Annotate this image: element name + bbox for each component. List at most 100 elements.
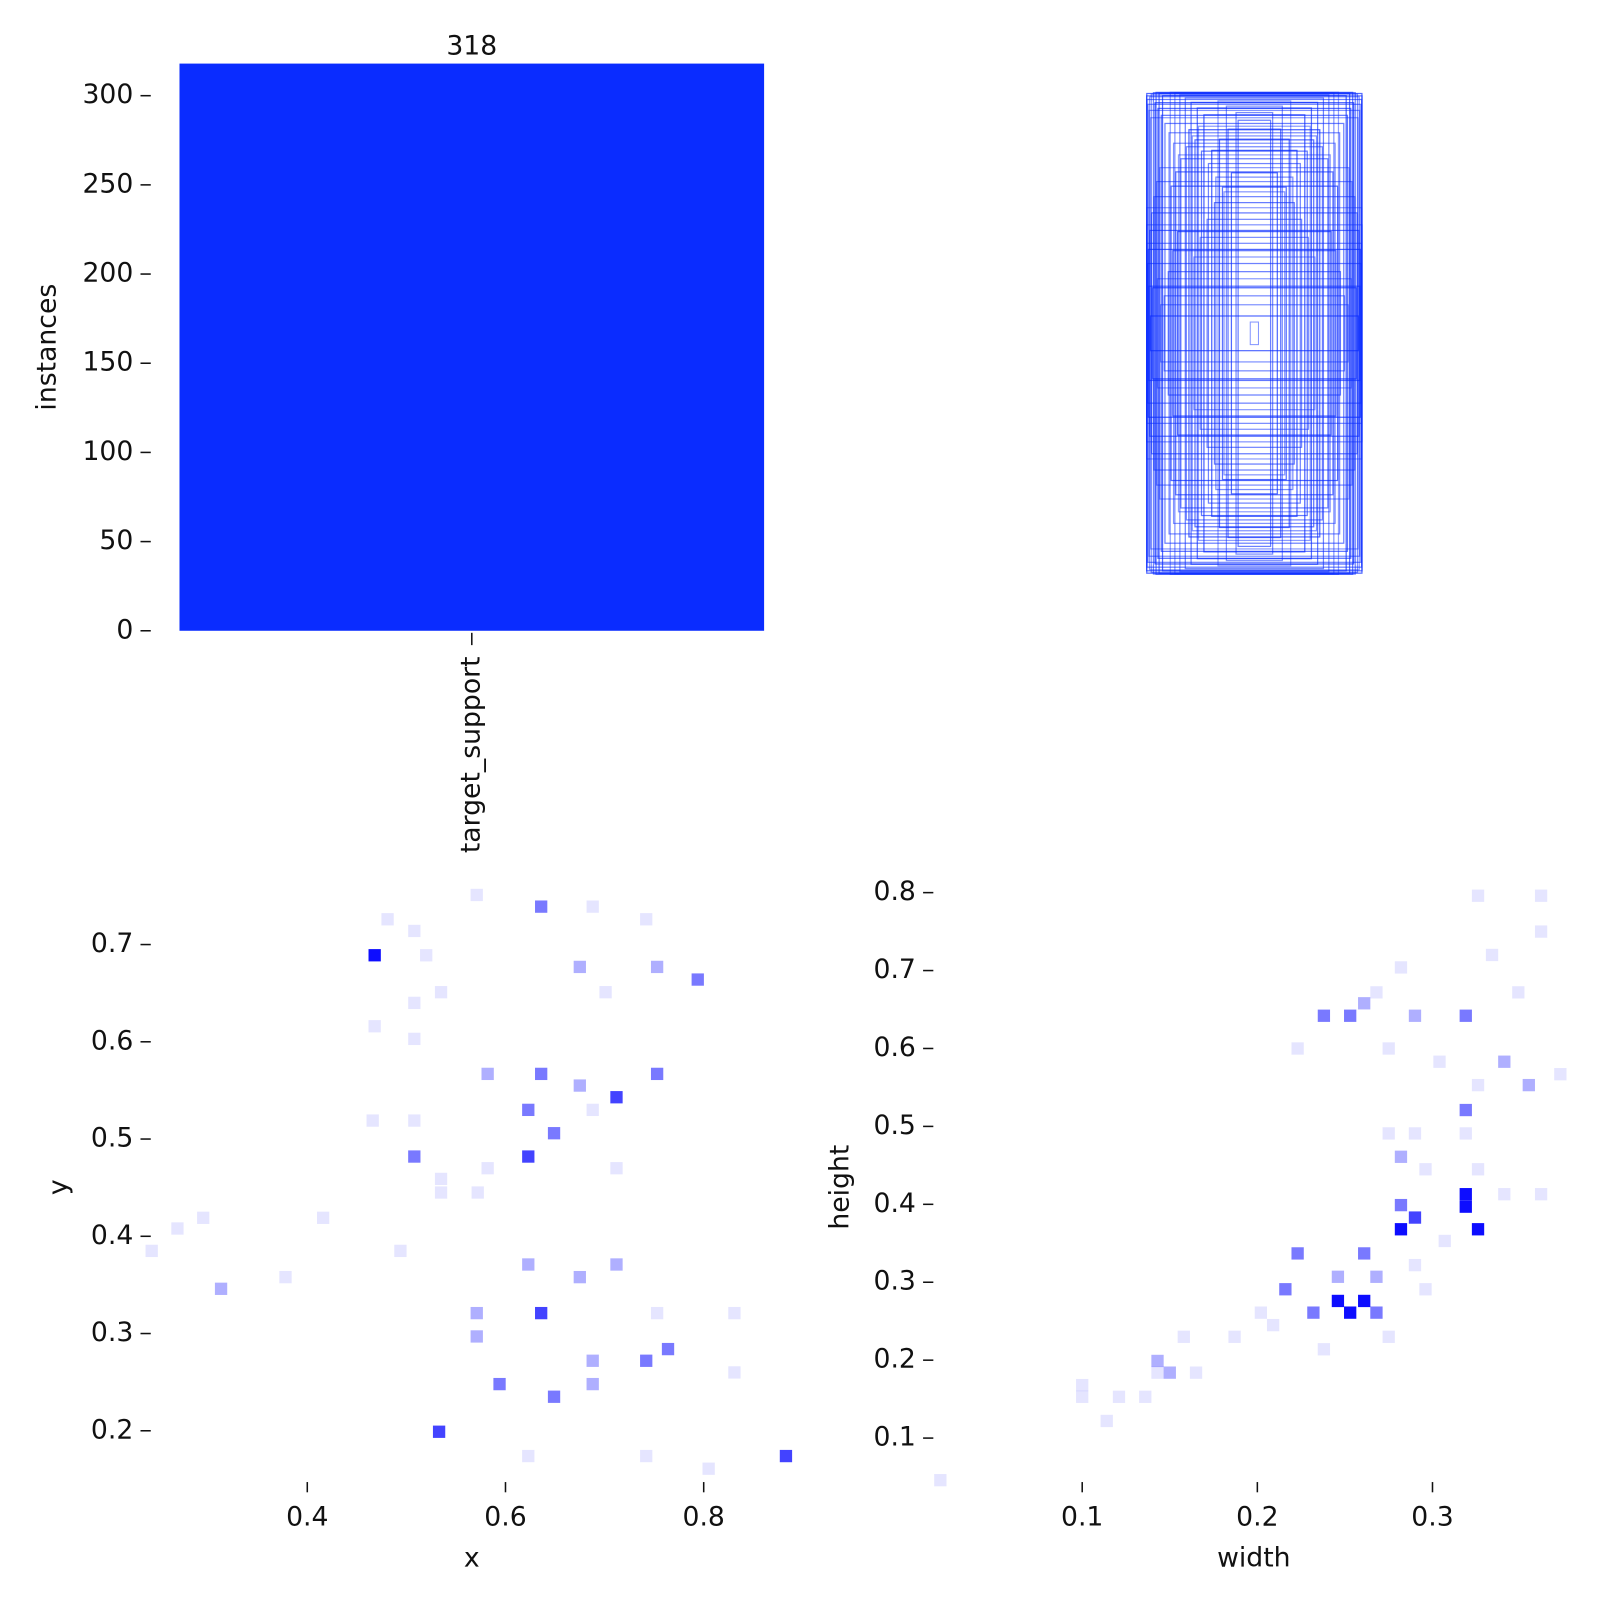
label-box [1203,114,1306,553]
histogram-cell [368,949,381,962]
y-tick-label: 200 [82,258,133,289]
histogram-cell [640,1354,653,1367]
label-box [1149,229,1360,437]
histogram-cell [1370,1306,1383,1319]
x-tick-label: 0.8 [682,1501,724,1532]
label-box [1230,172,1278,495]
histogram-cell [1177,1330,1190,1343]
histogram-cell [381,913,394,926]
histogram-cell [728,1306,741,1320]
histogram-cell [1358,997,1371,1010]
histogram-cell [1151,1354,1164,1368]
histogram-cell [586,1377,599,1391]
label-box [1194,139,1315,528]
label-box [1150,117,1359,550]
label-box [1177,154,1331,513]
histogram-cell [1408,1258,1422,1272]
histogram-cell [1076,1390,1089,1403]
y-tick-label: 0.1 [873,1422,915,1453]
histogram-cell [573,1270,586,1284]
label-box [1146,92,1363,574]
label-box [1191,135,1318,532]
histogram-cell [1419,1283,1432,1296]
histogram-cell [408,1114,421,1127]
bar-value-label: 318 [446,31,497,62]
histogram-cell [1317,1009,1331,1022]
histogram-cell [1358,1247,1371,1260]
label-box [1175,171,1334,496]
label-box [1170,185,1339,482]
histogram-cell [1331,1294,1345,1308]
label-box [1146,242,1363,424]
label-box [1146,98,1363,568]
histogram-cell [1291,1247,1304,1260]
histogram-cell [728,1366,741,1379]
histogram-cell [1382,1042,1395,1055]
label-box [1179,94,1330,573]
y-tick-label: 300 [82,79,133,110]
label-box [1249,321,1259,346]
label-box [1151,212,1358,455]
label-box [1159,167,1350,500]
y-tick-label: 0.6 [91,1025,133,1056]
label-box [1185,146,1324,521]
y-tick-label: 0.6 [873,1032,915,1063]
y-tick-label: 0.3 [873,1266,915,1297]
histogram-cell [481,1162,494,1175]
histogram-cell [1228,1330,1241,1343]
histogram-cell [316,1211,330,1224]
histogram-cell [408,996,421,1010]
label-box [1172,142,1336,525]
histogram-cell [1408,1211,1422,1224]
histogram-cell [1254,1306,1268,1319]
label-box [1180,158,1329,509]
label-box [1161,95,1347,572]
y-tick-label: 100 [82,436,133,467]
histogram-cell [640,913,653,926]
label-box [1206,218,1303,448]
histogram-cell [408,1032,421,1046]
label-box [1164,122,1345,544]
histogram-cell [522,1258,535,1271]
histogram-cell [573,960,586,974]
histogram-cell [1554,1068,1567,1081]
histogram-cell [1266,1318,1280,1332]
histogram-cell [1317,1343,1331,1356]
histogram-cell [610,1258,623,1271]
y-tick-label: 150 [82,347,133,378]
histogram-cell [599,986,612,999]
histogram-cell [197,1211,210,1224]
histogram-cell [1331,1270,1345,1283]
label-box [1150,93,1359,574]
histogram-cell [1459,1188,1472,1201]
histogram-cell [547,1390,561,1403]
label-box [1184,97,1325,570]
histogram-cell [640,1449,653,1463]
histogram-cell [1358,1294,1371,1308]
histogram-cell [522,1103,535,1117]
y-tick-label: 0.3 [91,1317,133,1348]
histogram-cell [1112,1390,1126,1403]
label-box [1218,138,1290,529]
x-tick-label: 0.2 [1236,1501,1278,1532]
label-box [1213,202,1295,465]
histogram-cell [1459,1103,1472,1117]
histogram-cell [1534,889,1548,902]
x-tick-label: 0.3 [1411,1501,1453,1532]
histogram-cell [171,1222,184,1235]
histogram-cell [1076,1378,1089,1392]
histogram-cell [650,1067,664,1081]
histogram-cell [1139,1390,1152,1403]
histogram-cell [434,986,448,999]
histogram-cell [434,1172,448,1186]
histogram-cell [1291,1042,1304,1055]
histogram-cell [470,1330,483,1343]
histogram-cell [586,1103,599,1117]
label-box [1221,186,1287,481]
histogram-cell [1408,1127,1422,1140]
histogram-cell [1344,1306,1357,1319]
label-box [1197,125,1311,542]
histogram-cell [1459,1200,1472,1213]
histogram-cell [1419,1163,1432,1176]
histogram-cell [1344,1009,1357,1022]
